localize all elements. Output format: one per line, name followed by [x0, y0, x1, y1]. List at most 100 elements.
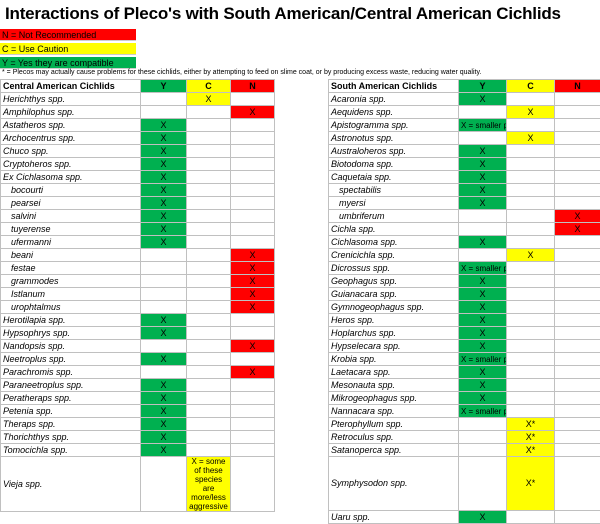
rating-cell-c: X* — [507, 418, 555, 431]
species-name: Crenicichla spp. — [329, 249, 459, 262]
header-cell-c: C — [507, 80, 555, 93]
rating-cell-y: X = smaller plecos — [459, 119, 507, 132]
rating-cell-n — [555, 405, 600, 418]
species-name: Peratheraps spp. — [1, 392, 141, 405]
rating-cell-y: X — [141, 314, 187, 327]
rating-cell-c — [507, 405, 555, 418]
species-name: Symphysodon spp. — [329, 457, 459, 511]
species-name: Nannacara spp. — [329, 405, 459, 418]
table-row: Nandopsis spp.X — [1, 340, 275, 353]
rating-cell-c — [507, 288, 555, 301]
rating-cell-c — [507, 366, 555, 379]
rating-cell-n — [555, 431, 600, 444]
table-row: Paraneetroplus spp.X — [1, 379, 275, 392]
rating-cell-n — [231, 379, 275, 392]
rating-cell-c — [507, 301, 555, 314]
species-name: Guianacara spp. — [329, 288, 459, 301]
table-row: Amphilophus spp.X — [1, 106, 275, 119]
rating-cell-y: X — [459, 314, 507, 327]
rating-cell-c — [187, 158, 231, 171]
table-row: Hypselecara spp.X — [329, 340, 600, 353]
species-name: Heros spp. — [329, 314, 459, 327]
rating-cell-y — [459, 444, 507, 457]
species-name: Theraps spp. — [1, 418, 141, 431]
rating-cell-c — [507, 236, 555, 249]
rating-cell-n — [231, 392, 275, 405]
rating-cell-c — [507, 197, 555, 210]
rating-cell-c — [187, 236, 231, 249]
rating-cell-c — [507, 314, 555, 327]
table-row: Thorichthys spp.X — [1, 431, 275, 444]
rating-cell-y: X — [141, 418, 187, 431]
species-name: Gymnogeophagus spp. — [329, 301, 459, 314]
rating-cell-n — [231, 327, 275, 340]
rating-cell-n — [231, 223, 275, 236]
rating-cell-n — [555, 93, 600, 106]
species-name: Petenia spp. — [1, 405, 141, 418]
rating-cell-y — [459, 106, 507, 119]
rating-cell-y: X — [141, 327, 187, 340]
rating-cell-c — [187, 119, 231, 132]
table-row: urophtalmus X — [1, 301, 275, 314]
table-row: Nannacara spp.X = smaller plecos — [329, 405, 600, 418]
species-name: festae — [1, 262, 141, 275]
rating-cell-n — [555, 119, 600, 132]
rating-cell-y — [459, 431, 507, 444]
header-cell-name: Central American Cichlids — [1, 80, 141, 93]
rating-cell-n — [555, 353, 600, 366]
legend-not-recommended: N = Not Recommended — [0, 29, 136, 41]
rating-cell-c — [187, 444, 231, 457]
species-name: Uaru spp. — [329, 511, 459, 524]
rating-cell-n — [231, 132, 275, 145]
header-cell-n: N — [231, 80, 275, 93]
rating-cell-y: X — [459, 158, 507, 171]
table-row: Crenicichla spp.X — [329, 249, 600, 262]
species-name: Astronotus spp. — [329, 132, 459, 145]
species-name: Mikrogeophagus spp. — [329, 392, 459, 405]
legend-compatible: Y = Yes they are compatible — [0, 57, 136, 69]
species-name: Herichthys spp. — [1, 93, 141, 106]
species-name: Biotodoma spp. — [329, 158, 459, 171]
rating-cell-y: X — [459, 171, 507, 184]
rating-cell-y: X — [459, 236, 507, 249]
rating-cell-c — [507, 171, 555, 184]
rating-cell-c — [507, 379, 555, 392]
rating-cell-c — [507, 210, 555, 223]
table-row: Hoplarchus spp.X — [329, 327, 600, 340]
rating-cell-n: X — [231, 106, 275, 119]
rating-cell-n — [231, 405, 275, 418]
table-row: Australoheros spp.X — [329, 145, 600, 158]
species-name: myersi — [329, 197, 459, 210]
table-row: Pterophyllum spp.X* — [329, 418, 600, 431]
species-name: Apistogramma spp. — [329, 119, 459, 132]
rating-cell-n — [231, 444, 275, 457]
table-row: Retroculus spp.X* — [329, 431, 600, 444]
table-row: Geophagus spp.X — [329, 275, 600, 288]
species-name: Australoheros spp. — [329, 145, 459, 158]
rating-cell-y: X — [459, 93, 507, 106]
rating-cell-n — [555, 184, 600, 197]
table-row: Krobia spp.X = smaller plecos — [329, 353, 600, 366]
rating-cell-n — [555, 366, 600, 379]
species-name: Chuco spp. — [1, 145, 141, 158]
rating-cell-y: X — [459, 327, 507, 340]
table-row: Herichthys spp.X — [1, 93, 275, 106]
species-name: Acaronia spp. — [329, 93, 459, 106]
species-name: urophtalmus — [1, 301, 141, 314]
rating-cell-n — [231, 145, 275, 158]
table-row: Satanoperca spp.X* — [329, 444, 600, 457]
rating-cell-y — [141, 288, 187, 301]
species-name: grammodes — [1, 275, 141, 288]
rating-cell-y: X — [459, 340, 507, 353]
rating-cell-c — [187, 340, 231, 353]
species-name: beani — [1, 249, 141, 262]
rating-cell-c — [187, 327, 231, 340]
species-name: pearsei — [1, 197, 141, 210]
species-name: Neetroplus spp. — [1, 353, 141, 366]
rating-cell-n: X — [555, 223, 600, 236]
rating-cell-n: X — [231, 301, 275, 314]
